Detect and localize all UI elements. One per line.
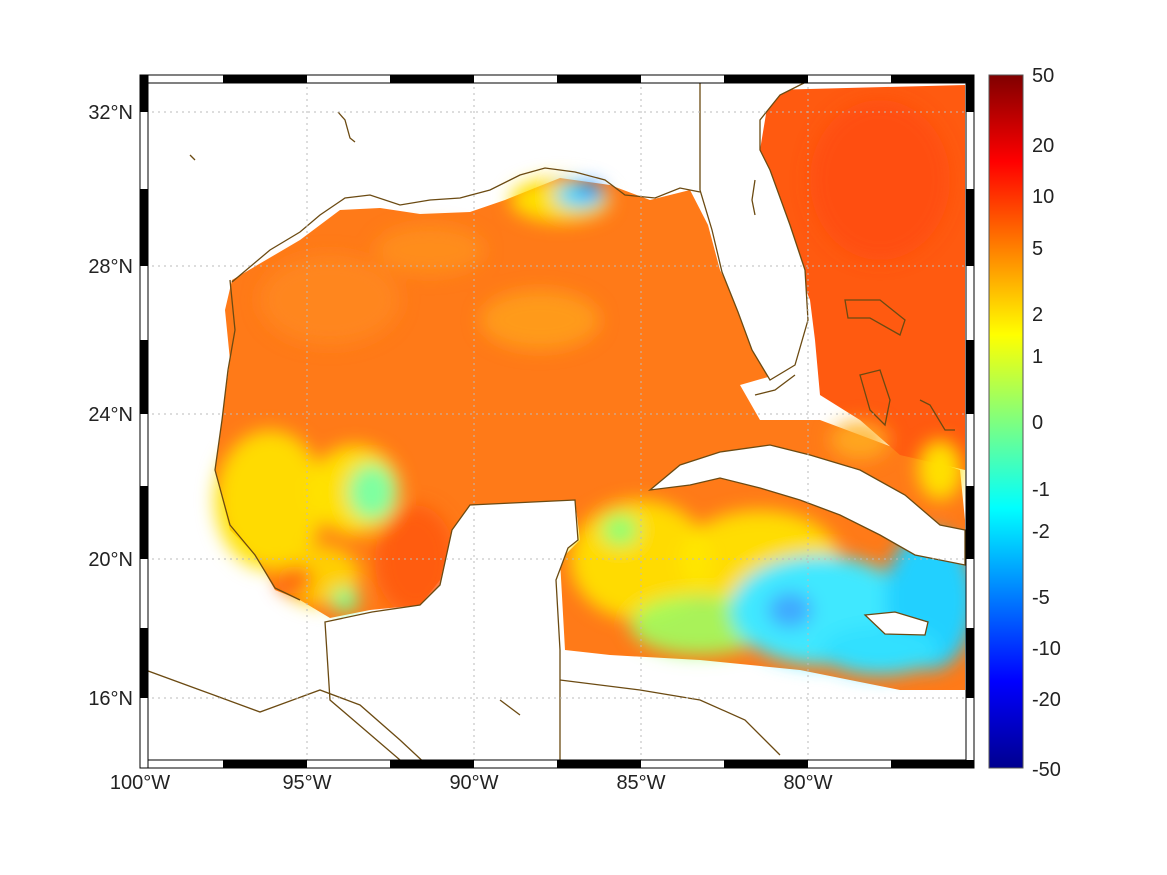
land xyxy=(140,79,966,768)
colorbar-tick-label: 0 xyxy=(1032,412,1043,434)
colorbar-tick-labels: 50 20 10 5 2 1 0 -1 -2 -5 -10 -20 -50 xyxy=(1032,65,1061,781)
ocean-field xyxy=(215,85,974,690)
x-tick-labels: 100°W 95°W 90°W 85°W 80°W xyxy=(110,772,833,794)
x-tick-label: 85°W xyxy=(616,772,665,794)
central-america-coast xyxy=(140,667,431,768)
y-tick-label: 20°N xyxy=(88,549,133,571)
colorbar-tick-label: -50 xyxy=(1032,759,1061,781)
florida-land xyxy=(699,79,811,381)
bahamas-land xyxy=(844,299,906,336)
colorbar-tick-label: -10 xyxy=(1032,638,1061,660)
andros-land xyxy=(859,369,891,427)
map-frame xyxy=(139,74,975,769)
colorbar-gradient xyxy=(988,74,1024,769)
x-tick-label: 90°W xyxy=(449,772,498,794)
y-tick-label: 32°N xyxy=(88,102,133,124)
x-tick-label: 80°W xyxy=(783,772,832,794)
jamaica-land xyxy=(863,611,929,636)
cuba-land xyxy=(647,444,966,566)
y-tick-label: 24°N xyxy=(88,404,133,426)
colorbar-tick-label: 20 xyxy=(1032,135,1054,157)
colorbar-tick-label: -5 xyxy=(1032,587,1050,609)
colorbar-tick-label: 1 xyxy=(1032,346,1043,368)
x-tick-label: 95°W xyxy=(282,772,331,794)
mexico-inland-coast xyxy=(214,279,301,601)
graticule xyxy=(140,75,974,768)
colorbar: 50 20 10 5 2 1 0 -1 -2 -5 -10 -20 -50 xyxy=(988,65,1061,781)
coastline xyxy=(189,111,955,716)
honduras-coast xyxy=(559,679,781,756)
y-tick-label: 28°N xyxy=(88,256,133,278)
colorbar-tick-label: -2 xyxy=(1032,521,1050,543)
yucatan-land xyxy=(324,499,579,766)
colorbar-tick-label: 5 xyxy=(1032,238,1043,260)
colorbar-tick-label: -20 xyxy=(1032,689,1061,711)
colorbar-tick-label: -1 xyxy=(1032,479,1050,501)
x-tick-label: 100°W xyxy=(110,772,170,794)
colorbar-tick-label: 10 xyxy=(1032,186,1054,208)
colorbar-tick-label: 2 xyxy=(1032,304,1043,326)
y-tick-labels: 32°N 28°N 24°N 20°N 16°N xyxy=(88,102,133,710)
field-variations xyxy=(215,100,974,675)
colorbar-tick-label: 50 xyxy=(1032,65,1054,87)
y-tick-label: 16°N xyxy=(88,688,133,710)
